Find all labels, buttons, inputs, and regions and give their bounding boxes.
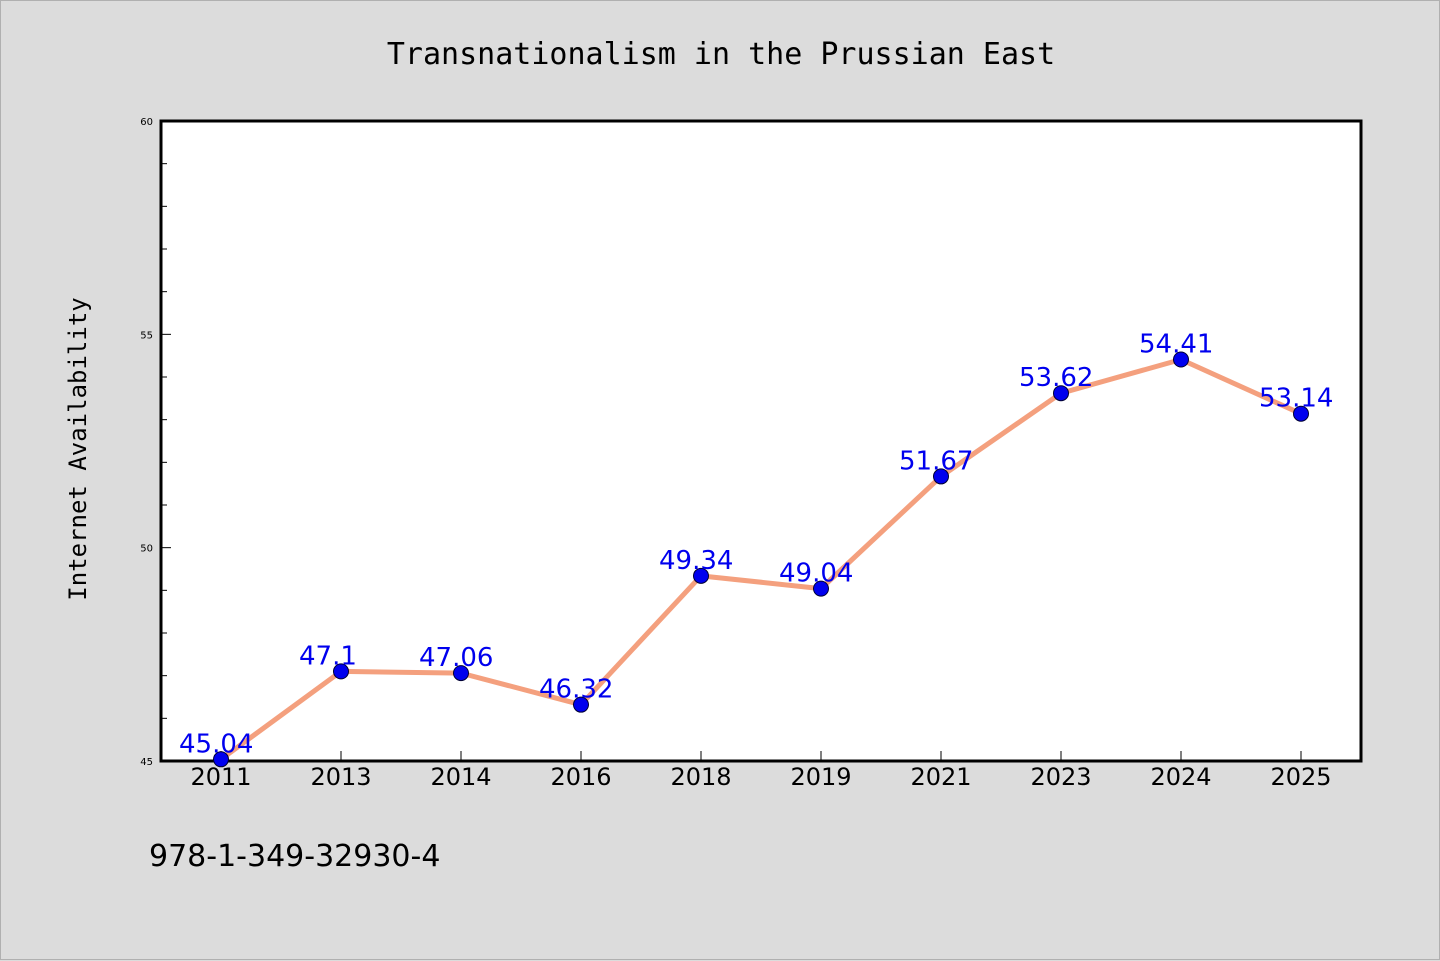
data-point: [1053, 385, 1069, 402]
data-label: 49.04: [779, 559, 853, 589]
y-axis: 45 50 55 60: [140, 117, 171, 768]
data-point: [573, 696, 589, 713]
data-label: 51.67: [899, 446, 973, 476]
data-label: 46.32: [539, 675, 613, 705]
data-point: [813, 580, 829, 597]
x-tick-label: 2014: [430, 763, 491, 791]
data-label: 47.1: [299, 641, 357, 671]
y-tick-label: 50: [140, 544, 153, 555]
x-axis: 2011 2013 2014 2016 2018 2019 2021 2023 2024 2025: [190, 751, 1332, 791]
x-tick-label: 2023: [1030, 763, 1091, 791]
data-point: [1293, 405, 1309, 422]
data-label: 49.34: [659, 546, 733, 576]
x-tick-label: 2016: [550, 763, 611, 791]
x-tick-label: 2021: [910, 763, 971, 791]
y-axis-label: Internet Availability: [64, 297, 92, 600]
plot-area: [159, 119, 1363, 763]
x-tick-label: 2013: [310, 763, 371, 791]
data-label: 45.04: [179, 729, 253, 759]
data-point: [1173, 351, 1189, 368]
data-point: [213, 751, 229, 768]
isbn-footer: 978-1-349-32930-4: [149, 839, 440, 874]
x-tick-label: 2019: [790, 763, 851, 791]
data-labels: 45.04 47.1 47.06 46.32 49.34 49.04 51.67 53.62 5…: [179, 330, 1333, 760]
data-point: [693, 567, 709, 584]
y-tick-label: 45: [140, 757, 153, 768]
data-label: 53.62: [1019, 363, 1093, 393]
data-point: [453, 665, 469, 682]
x-tick-label: 2024: [1150, 763, 1211, 791]
series-line: [218, 357, 1304, 762]
x-tick-label: 2018: [670, 763, 731, 791]
x-tick-label: 2025: [1270, 763, 1331, 791]
data-point: [933, 468, 949, 485]
data-label: 54.41: [1139, 330, 1213, 360]
chart-title: Transnationalism in the Prussian East: [387, 37, 1055, 72]
series-1: [213, 351, 1309, 768]
y-tick-label: 55: [140, 330, 153, 341]
data-label: 53.14: [1259, 384, 1333, 414]
data-label: 47.06: [419, 643, 493, 673]
y-tick-label: 60: [140, 117, 153, 128]
x-tick-label: 2011: [190, 763, 251, 791]
data-point: [333, 663, 349, 680]
